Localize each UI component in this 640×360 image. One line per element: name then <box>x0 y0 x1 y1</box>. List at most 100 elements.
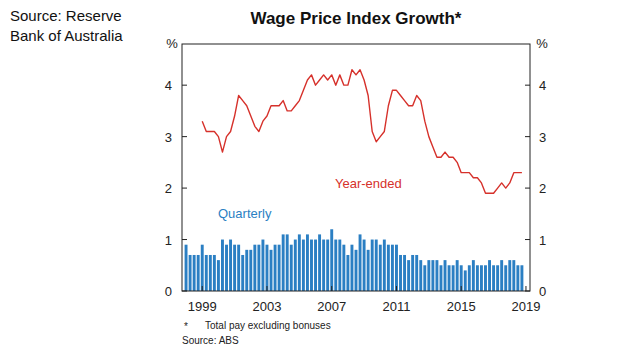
x-tick <box>396 286 397 291</box>
bar <box>399 255 402 291</box>
bar <box>375 240 378 291</box>
bar <box>185 245 188 291</box>
bar <box>310 240 313 291</box>
y-tick-label: 4 <box>165 78 172 93</box>
source: Source: ABS <box>182 335 239 346</box>
bar <box>217 260 220 291</box>
bar <box>512 260 515 291</box>
bar <box>464 270 467 291</box>
bar <box>415 255 418 291</box>
bar <box>318 234 321 291</box>
y-tick-label: 1 <box>165 233 172 248</box>
bar <box>209 255 212 291</box>
bar <box>302 240 305 291</box>
bar <box>403 255 406 291</box>
bar <box>221 240 224 291</box>
bar <box>444 260 447 291</box>
bar <box>330 229 333 291</box>
bar <box>411 255 414 291</box>
bar <box>245 250 248 291</box>
bar <box>278 245 281 291</box>
bar <box>266 245 269 291</box>
bar <box>286 234 289 291</box>
y-tick-label: 0 <box>165 284 172 299</box>
bar <box>488 260 491 291</box>
bar <box>334 240 337 291</box>
bar <box>355 250 358 291</box>
bar <box>274 245 277 291</box>
y-tick-label: 2 <box>165 181 172 196</box>
bar <box>241 255 244 291</box>
footnote-marker: * <box>184 321 188 332</box>
bar <box>452 265 455 291</box>
y2-tick <box>525 188 530 189</box>
bar <box>342 245 345 291</box>
bar <box>350 245 353 291</box>
bar <box>504 265 507 291</box>
bar <box>225 245 228 291</box>
bar <box>419 260 422 291</box>
bar <box>387 245 390 291</box>
y-tick <box>182 188 187 189</box>
bar <box>253 245 256 291</box>
y-tick-label: 3 <box>165 130 172 145</box>
bar <box>257 245 260 291</box>
bar <box>460 265 463 291</box>
bar <box>431 260 434 291</box>
bar <box>193 255 196 291</box>
bar <box>456 260 459 291</box>
bar <box>371 240 374 291</box>
bar <box>205 255 208 291</box>
bar <box>326 240 329 291</box>
x-tick-label: 2019 <box>511 299 540 314</box>
bar <box>229 240 232 291</box>
bar <box>383 240 386 291</box>
bar <box>500 260 503 291</box>
bar <box>213 255 216 291</box>
source-note: Source: Reserve Bank of Australia <box>10 6 160 46</box>
bar <box>395 245 398 291</box>
bar <box>282 234 285 291</box>
bar <box>298 234 301 291</box>
x-tick-label: 1999 <box>188 299 217 314</box>
x-tick <box>202 286 203 291</box>
bar <box>363 240 366 291</box>
bar <box>423 265 426 291</box>
y2-tick <box>525 239 530 240</box>
bar <box>201 245 204 291</box>
series-label: Year-ended <box>335 176 402 191</box>
bar <box>367 250 370 291</box>
bar <box>520 265 523 291</box>
x-tick <box>525 286 526 291</box>
bar <box>472 260 475 291</box>
bar <box>476 265 479 291</box>
x-tick <box>461 286 462 291</box>
bar <box>427 260 430 291</box>
bar <box>314 240 317 291</box>
x-tick-label: 2007 <box>317 299 346 314</box>
y2-tick-label: 1 <box>539 233 546 248</box>
chart: Wage Price Index Growth*%%01234012341999… <box>0 0 640 360</box>
bar <box>516 265 519 291</box>
y2-tick <box>525 85 530 86</box>
bar <box>468 265 471 291</box>
bar <box>197 255 200 291</box>
bar <box>435 260 438 291</box>
bar <box>233 245 236 291</box>
bar <box>379 245 382 291</box>
x-tick <box>266 286 267 291</box>
plot-area <box>185 70 524 291</box>
bar <box>440 265 443 291</box>
x-tick <box>331 286 332 291</box>
line <box>202 70 522 193</box>
x-tick-label: 2015 <box>447 299 476 314</box>
bar <box>290 245 293 291</box>
bar <box>322 240 325 291</box>
bar <box>359 234 362 291</box>
bar <box>338 240 341 291</box>
y2-tick <box>525 136 530 137</box>
x-tick-label: 2003 <box>253 299 282 314</box>
footnote: Total pay excluding bonuses <box>205 320 331 331</box>
bar <box>189 255 192 291</box>
bar <box>484 265 487 291</box>
